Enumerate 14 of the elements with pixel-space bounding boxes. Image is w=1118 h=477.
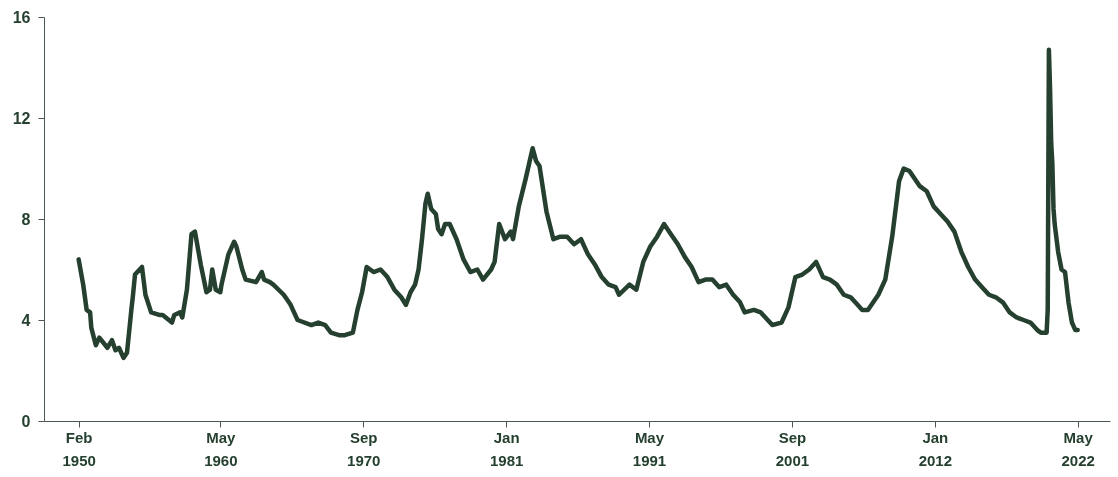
line-series — [76, 47, 1080, 361]
x-tick-label: Jan 2012 — [918, 428, 953, 469]
x-tick-label: May 1960 — [204, 428, 238, 469]
x-tick-label: Feb 1950 — [62, 428, 96, 469]
x-tick-label: May 1991 — [632, 428, 667, 469]
x-tick-label: May 2022 — [1061, 428, 1095, 469]
y-tick-label: 4 — [21, 311, 31, 329]
x-tick-label: Jan 1981 — [489, 428, 524, 469]
y-tick-label: 8 — [21, 210, 31, 228]
y-tick-label: 16 — [12, 8, 31, 26]
y-tick-label: 12 — [12, 109, 31, 127]
x-tick-label: Sep 2001 — [775, 428, 810, 469]
x-tick-label: Sep 1970 — [347, 428, 381, 469]
y-tick-label: 0 — [21, 412, 31, 430]
